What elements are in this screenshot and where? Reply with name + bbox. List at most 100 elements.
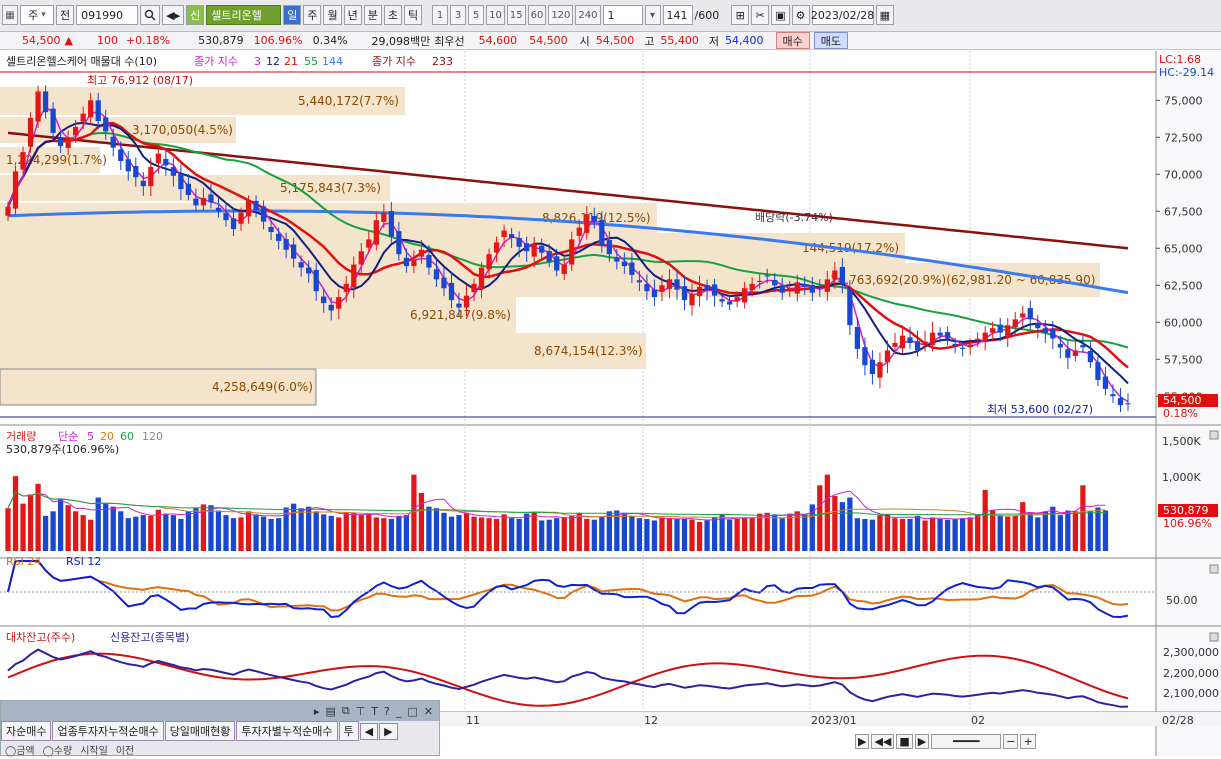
market-select[interactable]: 주 ▾	[20, 5, 54, 25]
count-input[interactable]: 1	[602, 5, 643, 25]
zoom-out-icon[interactable]: −	[1003, 733, 1019, 749]
volume-bar	[1027, 512, 1033, 551]
chart-title: 셀트리온헬스케어 매물대 수(10)	[6, 55, 157, 68]
text-icon[interactable]: T	[371, 704, 379, 718]
period-day[interactable]: 일	[283, 5, 302, 25]
volume-bar	[561, 517, 567, 551]
minute-60[interactable]: 60	[527, 5, 547, 25]
zoom-in-icon[interactable]: +	[1020, 733, 1036, 749]
tab-sector-cumulative[interactable]: 업종투자자누적순매수	[52, 721, 164, 741]
period-week[interactable]: 주	[303, 5, 322, 25]
tab-prev-arrow[interactable]: ◀	[359, 722, 379, 740]
play-icon[interactable]: ▶	[855, 733, 870, 749]
gear-icon[interactable]: ⚙	[791, 5, 810, 25]
maximize-icon[interactable]: □	[407, 704, 418, 718]
period-tick[interactable]: 틱	[403, 5, 423, 25]
minute-5[interactable]: 5	[468, 5, 485, 25]
pin-icon[interactable]: ⊤	[355, 704, 366, 718]
candle-body	[478, 267, 485, 290]
close-pane-icon[interactable]	[1209, 564, 1219, 574]
tab-investor-cumulative[interactable]: 투자자별누적순매수	[236, 721, 338, 741]
buy-button[interactable]: 매수	[775, 32, 810, 49]
prev-button[interactable]: 이전	[115, 745, 135, 757]
code-input[interactable]: 091990	[76, 5, 139, 25]
candle-body	[621, 261, 628, 267]
volume-bar	[110, 506, 116, 551]
minute-10[interactable]: 10	[486, 5, 505, 25]
count-total[interactable]: 141	[662, 5, 693, 25]
candle-body	[794, 282, 800, 294]
candle-body	[253, 200, 259, 210]
prev-button[interactable]: 전	[56, 5, 75, 25]
chart-area[interactable]: 5,440,172(7.7%) 3,170,050(4.5%) 1,224,299(…	[0, 51, 1221, 756]
volume-bar	[185, 511, 192, 551]
volume-bar	[366, 514, 372, 551]
volume-bar	[997, 515, 1003, 551]
price-change: 100	[96, 34, 118, 47]
period-month[interactable]: 월	[323, 5, 342, 25]
volume-bar	[493, 518, 500, 551]
minute-3[interactable]: 3	[450, 5, 467, 25]
volume-bar	[696, 521, 703, 551]
close-pane-icon[interactable]	[1209, 430, 1219, 440]
candle-body	[644, 284, 650, 292]
candle-body	[65, 137, 71, 148]
stock-chart[interactable]: 5,440,172(7.7%)3,170,050(4.5%)1,224,299(…	[0, 51, 1221, 756]
stop-icon[interactable]: ■	[896, 733, 913, 749]
volume-bar	[260, 516, 267, 551]
forward-icon[interactable]: ▶	[914, 733, 930, 749]
close-icon[interactable]: ✕	[423, 704, 433, 718]
minute-240[interactable]: 240	[575, 5, 601, 25]
rsi-24-line	[7, 560, 1129, 612]
volume-bar	[674, 518, 680, 551]
minute-120[interactable]: 120	[548, 5, 574, 25]
scroll-slider[interactable]: ━━━━	[931, 733, 1002, 749]
volume-bar	[155, 509, 161, 551]
count-dropdown-icon[interactable]: ▾	[644, 5, 661, 25]
chart-tool-icon[interactable]: ⊞	[731, 5, 750, 25]
minute-15[interactable]: 15	[506, 5, 526, 25]
tab-net-buy[interactable]: 자순매수	[1, 721, 52, 741]
minimize-icon[interactable]: _	[395, 704, 402, 718]
volume-bar	[313, 511, 319, 551]
volume-bar	[854, 518, 861, 551]
chevron-down-icon: ▾	[41, 10, 46, 20]
calendar-icon[interactable]: ▦	[875, 5, 895, 25]
period-minute[interactable]: 분	[363, 5, 382, 25]
candle-body	[1050, 329, 1056, 339]
rewind-icon[interactable]: ◀◀	[871, 733, 895, 749]
close-pane-icon[interactable]	[1209, 632, 1219, 642]
new-button[interactable]: 신	[186, 5, 205, 25]
table-icon[interactable]: ▤	[325, 704, 336, 718]
volume-zone-label: 5,175,843(7.3%)	[280, 181, 381, 195]
volume-bar	[321, 514, 327, 551]
save-icon[interactable]: ▣	[771, 5, 790, 25]
period-second[interactable]: 초	[383, 5, 402, 25]
low-price: 54,400	[725, 34, 764, 47]
pin-icon[interactable]: ▸	[313, 704, 320, 718]
search-icon[interactable]	[140, 5, 161, 25]
price-tick-label: 60,000	[1164, 316, 1203, 329]
date-input[interactable]: 2023/02/28	[811, 5, 874, 25]
speaker-icon[interactable]: ◀▸	[162, 5, 185, 25]
current-price: 54,500	[22, 34, 61, 47]
minute-1[interactable]: 1	[432, 5, 449, 25]
amount-radio[interactable]: ◯금액	[5, 745, 35, 757]
period-year[interactable]: 년	[343, 5, 362, 25]
tab-next-arrow[interactable]: ▶	[379, 722, 398, 740]
quantity-radio[interactable]: ◯수량	[42, 745, 73, 757]
volume-bar	[1065, 510, 1071, 551]
sell-button[interactable]: 매도	[813, 32, 849, 49]
help-icon[interactable]: ?	[384, 704, 390, 718]
volume-bar	[847, 497, 853, 551]
volume-bar	[929, 517, 936, 551]
copy-icon[interactable]: ⧉	[341, 704, 350, 717]
tab-today-trading[interactable]: 당일매매현황	[164, 721, 236, 741]
volume-bar	[118, 511, 124, 551]
grid-icon[interactable]: ▦	[2, 5, 18, 25]
volume-bar	[531, 512, 537, 551]
tab-more[interactable]: 투	[338, 721, 359, 741]
candle-body	[103, 117, 109, 132]
scissors-icon[interactable]: ✂	[751, 5, 770, 25]
candle-body	[448, 282, 455, 301]
